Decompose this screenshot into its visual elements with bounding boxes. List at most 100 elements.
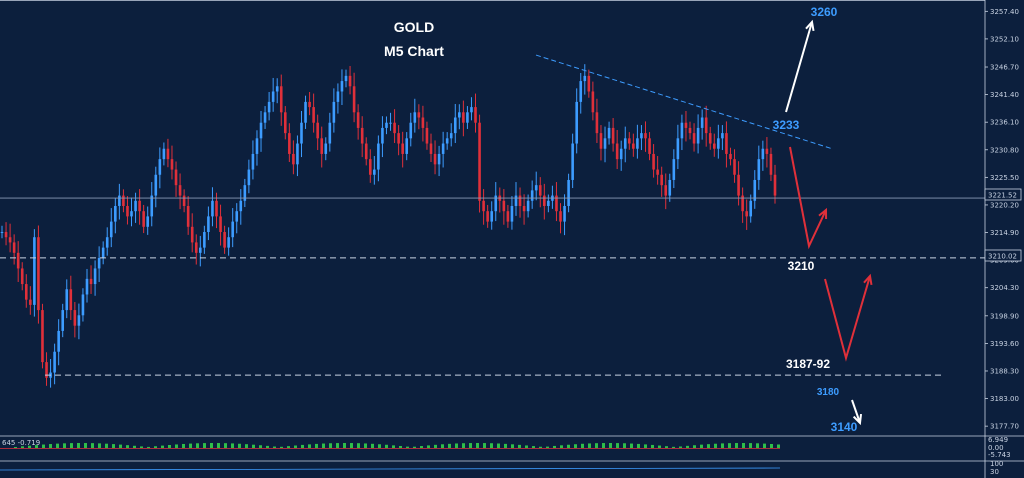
macd-bar (406, 446, 409, 448)
macd-bar (56, 443, 59, 448)
candle-body (733, 159, 736, 175)
candle-body (332, 101, 336, 123)
y-tick-label: 3193.60 (990, 340, 1019, 348)
candle-body (462, 112, 465, 123)
y-tick-label: 3188.30 (990, 367, 1019, 375)
candle-body (114, 205, 117, 222)
candle-body (421, 117, 425, 128)
candle-body (636, 138, 639, 149)
macd-bar (637, 443, 640, 448)
candle-body (259, 122, 263, 139)
annotation-3140: 3140 (831, 420, 858, 434)
chart-title: GOLD (394, 19, 434, 35)
candle-body (587, 75, 591, 92)
macd-bar (735, 443, 738, 448)
candle-body (571, 143, 574, 180)
macd-bar (357, 443, 360, 448)
candle-body (122, 195, 125, 206)
candle-body (231, 221, 234, 238)
candle-body (668, 179, 672, 196)
candle-body (640, 133, 643, 139)
candle-body (360, 127, 364, 144)
macd-bar (595, 443, 598, 448)
candle-body (547, 200, 550, 206)
annotation-3180: 3180 (817, 387, 840, 398)
candle-body (377, 143, 380, 170)
candle-body (579, 81, 583, 102)
annotation-3210: 3210 (788, 259, 815, 273)
candle-body (680, 122, 684, 139)
macd-bar (532, 446, 535, 448)
arrow-down-to-3140-head (852, 413, 863, 426)
candle-body (717, 138, 720, 149)
candle-body (283, 112, 287, 134)
macd-bar (238, 443, 241, 448)
candle-body (611, 127, 615, 144)
macd-bar (364, 443, 367, 448)
candle-body (652, 153, 655, 170)
y-tick-label: 3241.40 (990, 91, 1019, 99)
macd-bar (98, 443, 101, 448)
candle-body (146, 216, 149, 227)
candle-body (385, 122, 388, 128)
candle-body (336, 91, 340, 102)
annotation-3187-92: 3187-92 (786, 357, 830, 371)
macd-bar (700, 444, 703, 448)
candle-body (729, 153, 732, 160)
candle-body (138, 200, 141, 212)
candle-body (490, 211, 494, 222)
macd-bar (728, 443, 731, 448)
macd-bar (560, 445, 563, 448)
candle-body (543, 195, 546, 206)
macd-bar (581, 443, 584, 448)
candle-body (765, 148, 769, 154)
macd-bar (91, 443, 94, 448)
macd-bar (679, 446, 682, 448)
macd-right-label-1: 6.949 (988, 436, 1008, 444)
candle-body (692, 133, 696, 144)
candle-body (73, 310, 77, 326)
macd-bar (539, 446, 542, 448)
level-3210-tag: 3210.02 (984, 249, 1022, 262)
candle-body (16, 252, 20, 269)
candle-body (316, 122, 319, 139)
candle-body (182, 195, 186, 206)
y-tick-label: 3246.70 (990, 64, 1019, 72)
candle-body (24, 284, 28, 300)
candle-body (288, 133, 291, 154)
macd-bar (308, 444, 311, 448)
candles-layer (0, 64, 777, 388)
macd-bar (140, 446, 143, 448)
candle-body (126, 205, 129, 217)
macd-bar (28, 445, 31, 448)
candle-body (615, 143, 619, 160)
candle-body (20, 268, 24, 285)
y-tick-label: 3220.20 (990, 201, 1019, 209)
candle-body (12, 242, 16, 253)
candle-body (595, 112, 599, 134)
candle-body (33, 237, 36, 305)
candle-body (150, 195, 154, 217)
candle-body (275, 86, 279, 92)
candle-body (745, 211, 748, 217)
annotation-3233: 3233 (773, 118, 800, 132)
macd-bar (756, 443, 759, 448)
candle-body (130, 211, 133, 217)
macd-bar (252, 444, 255, 448)
candle-body (725, 133, 728, 154)
macd-bar (672, 446, 675, 448)
candle-body (344, 75, 348, 82)
y-tick-label: 3214.90 (990, 229, 1019, 237)
candle-body (696, 127, 700, 144)
candle-body (57, 330, 60, 352)
macd-bar (630, 443, 633, 448)
y-tick-label: 3177.70 (990, 423, 1019, 431)
macd-bar (644, 444, 647, 448)
candle-body (753, 179, 757, 201)
macd-bar (280, 446, 283, 448)
macd-bar (203, 443, 206, 448)
candle-body (340, 81, 344, 92)
candle-body (158, 159, 162, 175)
candle-body (178, 185, 182, 196)
